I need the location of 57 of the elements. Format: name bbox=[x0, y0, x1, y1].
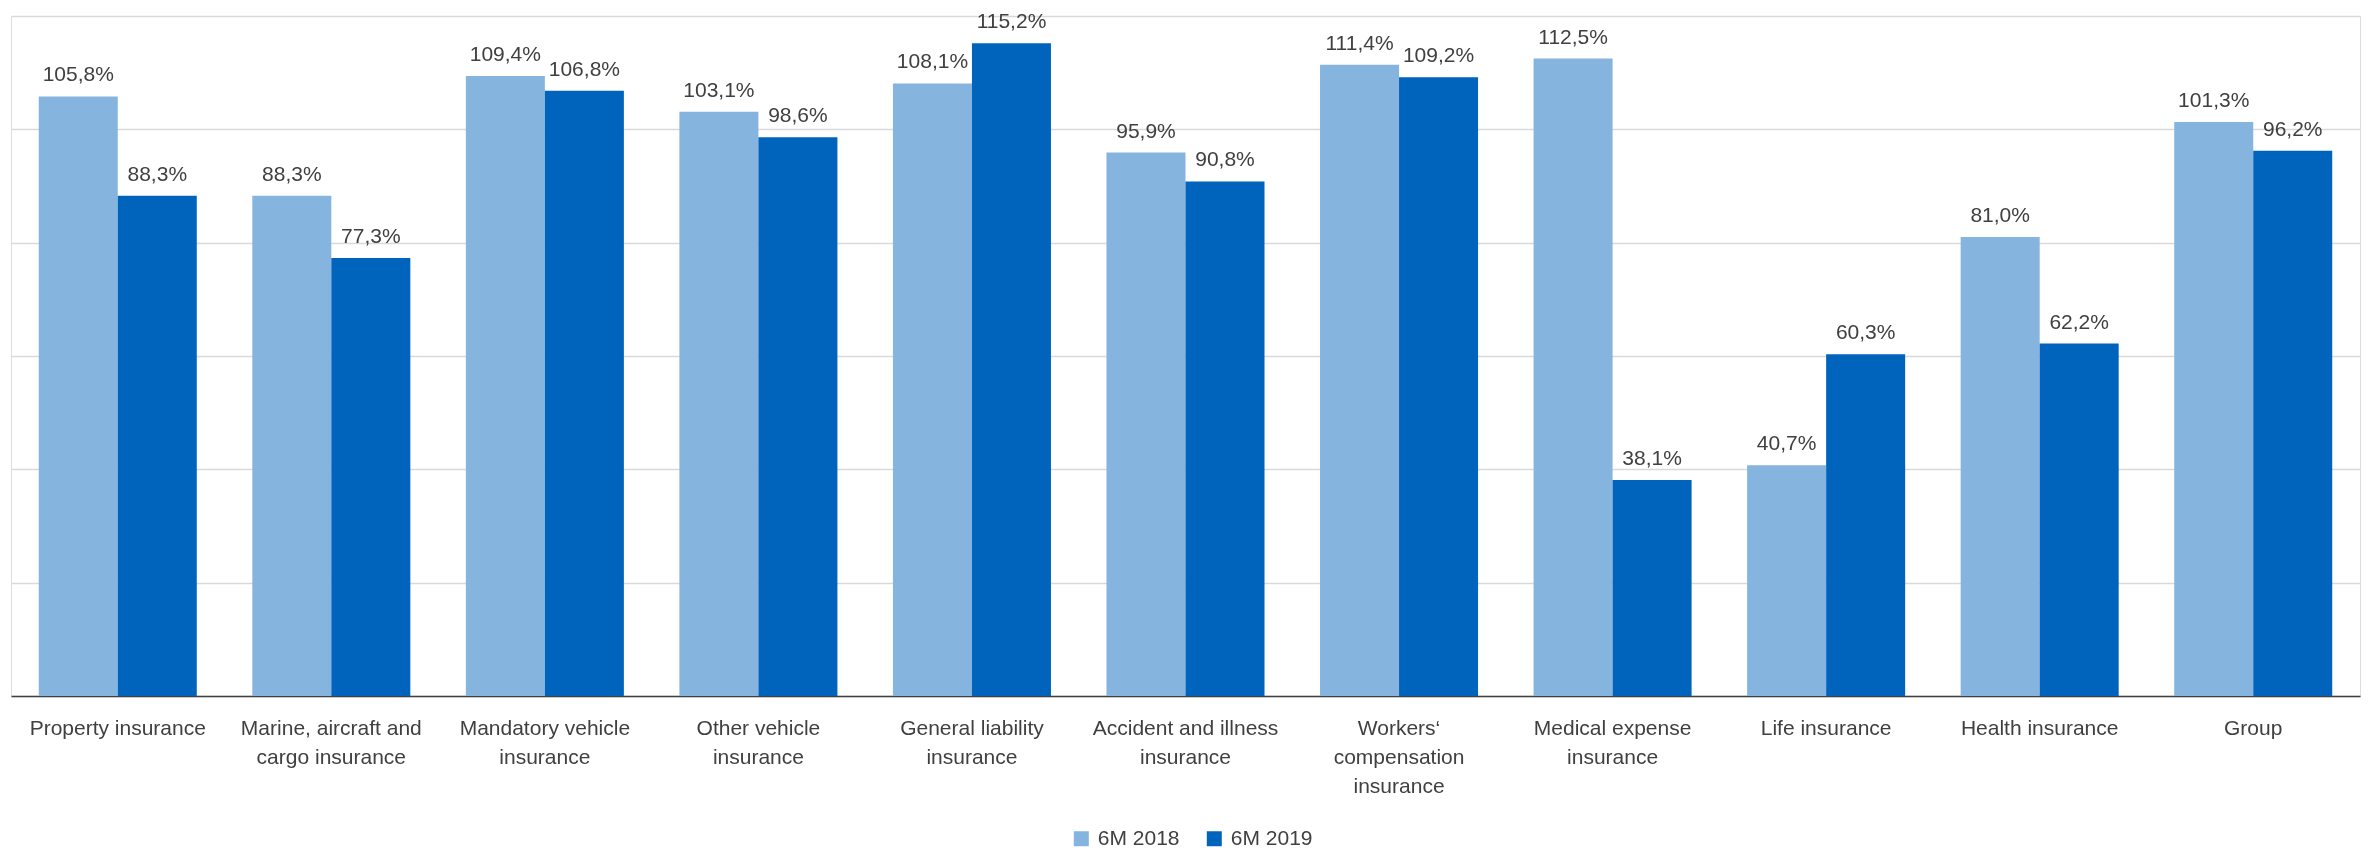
data-label: 90,8% bbox=[1195, 147, 1255, 171]
bar bbox=[1960, 237, 2040, 696]
bar bbox=[1320, 64, 1400, 696]
bar bbox=[1399, 77, 1479, 696]
bar bbox=[758, 137, 838, 696]
bar bbox=[1185, 181, 1265, 696]
bar bbox=[2253, 150, 2333, 696]
x-tick-label: Health insurance bbox=[1960, 715, 2119, 739]
data-label: 62,2% bbox=[2049, 309, 2109, 333]
x-tick-label: Other vehicle insurance bbox=[696, 715, 821, 768]
x-tick-label: Mandatory vehicle insurance bbox=[459, 715, 631, 768]
x-tick-label: Accident and illness insurance bbox=[1092, 715, 1279, 768]
data-label: 88,3% bbox=[262, 161, 322, 185]
data-label: 112,5% bbox=[1538, 24, 1608, 48]
data-label: 103,1% bbox=[683, 77, 755, 101]
x-tick-label: Group bbox=[2224, 715, 2283, 739]
data-label: 38,1% bbox=[1622, 446, 1682, 470]
bar bbox=[2174, 121, 2254, 696]
data-label: 108,1% bbox=[896, 49, 969, 73]
bar bbox=[1747, 465, 1827, 696]
x-tick-label: Property insurance bbox=[29, 715, 206, 739]
data-label: 88,3% bbox=[127, 161, 188, 185]
data-label: 109,2% bbox=[1402, 43, 1475, 67]
x-tick-label: Medical expense insurance bbox=[1533, 715, 1692, 768]
bar bbox=[1106, 152, 1186, 696]
data-label: 98,6% bbox=[768, 103, 828, 127]
bar bbox=[544, 90, 624, 696]
bar bbox=[1612, 480, 1692, 696]
bar bbox=[2039, 343, 2119, 696]
legend-label: 6M 2019 bbox=[1230, 825, 1313, 849]
data-label: 96,2% bbox=[2262, 116, 2323, 140]
bar bbox=[117, 195, 197, 696]
data-label: 109,4% bbox=[469, 42, 541, 66]
data-label: 40,7% bbox=[1756, 431, 1817, 455]
bar bbox=[1826, 354, 1906, 696]
bar bbox=[1533, 58, 1613, 696]
x-tick-label: Marine, aircraft and cargo insurance bbox=[240, 715, 422, 768]
x-tick-label: Life insurance bbox=[1760, 715, 1892, 739]
bar bbox=[465, 76, 545, 696]
data-label: 115,2% bbox=[976, 9, 1047, 33]
data-label: 111,4% bbox=[1325, 30, 1394, 54]
legend-label: 6M 2018 bbox=[1097, 825, 1180, 849]
data-label: 77,3% bbox=[341, 223, 401, 247]
bar bbox=[971, 43, 1051, 696]
data-label: 101,3% bbox=[2178, 87, 2250, 111]
bar bbox=[252, 195, 332, 696]
data-label: 95,9% bbox=[1116, 118, 1176, 142]
data-label: 106,8% bbox=[548, 56, 620, 80]
bar bbox=[679, 111, 759, 696]
data-label: 105,8% bbox=[42, 62, 114, 86]
data-label: 81,0% bbox=[1970, 203, 2030, 226]
bar bbox=[331, 257, 411, 696]
x-tick-label: General liability insurance bbox=[900, 715, 1045, 768]
x-tick-label: Workers‘ compensation insurance bbox=[1333, 715, 1465, 797]
bar bbox=[892, 83, 972, 696]
data-label: 60,3% bbox=[1835, 320, 1896, 344]
bar bbox=[38, 96, 118, 696]
